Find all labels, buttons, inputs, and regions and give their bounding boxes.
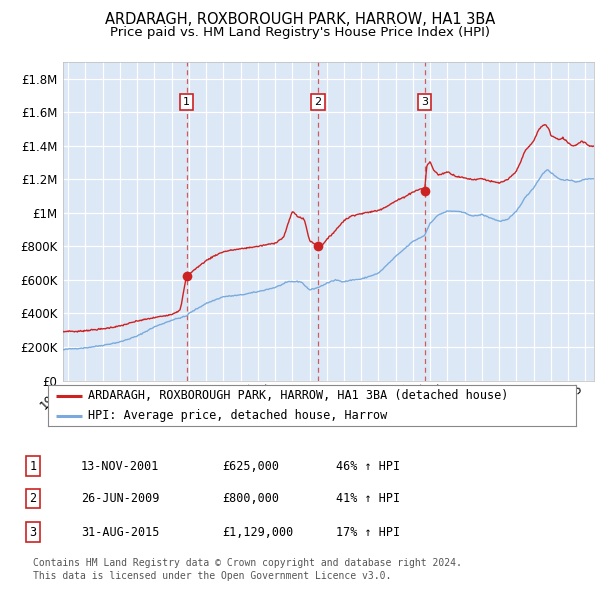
Text: 1: 1 (183, 97, 190, 107)
Text: £1,129,000: £1,129,000 (222, 526, 293, 539)
Text: 1: 1 (29, 460, 37, 473)
Text: Contains HM Land Registry data © Crown copyright and database right 2024.: Contains HM Land Registry data © Crown c… (33, 558, 462, 568)
Text: 2: 2 (29, 492, 37, 505)
Text: 26-JUN-2009: 26-JUN-2009 (81, 492, 160, 505)
Text: This data is licensed under the Open Government Licence v3.0.: This data is licensed under the Open Gov… (33, 571, 391, 581)
Text: Price paid vs. HM Land Registry's House Price Index (HPI): Price paid vs. HM Land Registry's House … (110, 26, 490, 39)
Text: 31-AUG-2015: 31-AUG-2015 (81, 526, 160, 539)
Text: 41% ↑ HPI: 41% ↑ HPI (336, 492, 400, 505)
Text: 13-NOV-2001: 13-NOV-2001 (81, 460, 160, 473)
Text: ARDARAGH, ROXBOROUGH PARK, HARROW, HA1 3BA: ARDARAGH, ROXBOROUGH PARK, HARROW, HA1 3… (105, 12, 495, 27)
Text: 3: 3 (421, 97, 428, 107)
Text: 2: 2 (314, 97, 322, 107)
Text: HPI: Average price, detached house, Harrow: HPI: Average price, detached house, Harr… (88, 409, 387, 422)
Text: 46% ↑ HPI: 46% ↑ HPI (336, 460, 400, 473)
Text: £625,000: £625,000 (222, 460, 279, 473)
Text: £800,000: £800,000 (222, 492, 279, 505)
Text: 3: 3 (29, 526, 37, 539)
Text: ARDARAGH, ROXBOROUGH PARK, HARROW, HA1 3BA (detached house): ARDARAGH, ROXBOROUGH PARK, HARROW, HA1 3… (88, 389, 508, 402)
Text: 17% ↑ HPI: 17% ↑ HPI (336, 526, 400, 539)
